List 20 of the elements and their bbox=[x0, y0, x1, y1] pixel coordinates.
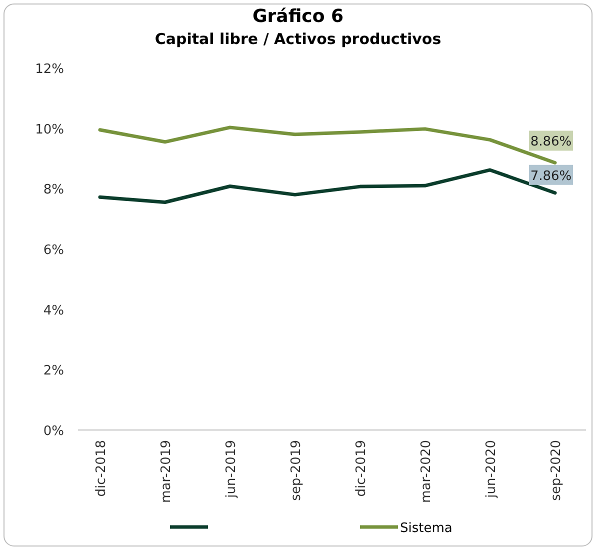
y-tick-label: 8% bbox=[43, 182, 64, 198]
x-tick-label: jun-2020 bbox=[484, 440, 499, 499]
x-tick-label: mar-2020 bbox=[419, 440, 434, 503]
data-label: 7.86% bbox=[530, 168, 572, 184]
x-tick-label: sep-2019 bbox=[289, 440, 304, 501]
legend-label: Sistema bbox=[400, 521, 452, 536]
chart-title: Gráfico 6 bbox=[252, 6, 344, 27]
y-tick-label: 6% bbox=[43, 243, 64, 258]
y-tick-label: 12% bbox=[35, 62, 64, 77]
x-tick-label: dic-2019 bbox=[354, 440, 369, 497]
y-tick-label: 2% bbox=[43, 364, 64, 379]
chart-subtitle: Capital libre / Activos productivos bbox=[154, 30, 442, 48]
data-label: 8.86% bbox=[530, 134, 572, 150]
x-tick-label: dic-2018 bbox=[94, 440, 109, 497]
y-tick-label: 4% bbox=[43, 303, 64, 318]
x-tick-label: jun-2019 bbox=[224, 440, 239, 499]
y-tick-label: 10% bbox=[35, 122, 64, 138]
x-tick-label: mar-2019 bbox=[159, 440, 174, 503]
x-tick-label: sep-2020 bbox=[549, 440, 564, 501]
y-tick-label: 0% bbox=[43, 424, 64, 439]
